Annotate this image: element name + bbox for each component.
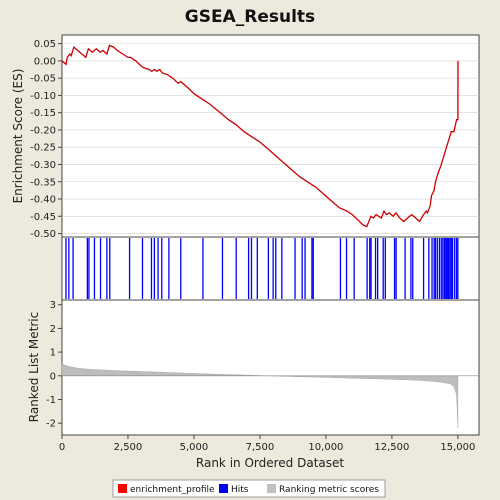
es-y-tick-label: -0.25 (30, 143, 56, 154)
ranking-y-axis: 3 2 1 0 -1 -2 (46, 300, 62, 430)
x-tick-label: 2,500 (114, 442, 143, 453)
legend-label-hits: Hits (231, 485, 249, 495)
es-y-tick-label: -0.30 (30, 160, 56, 171)
legend-swatch-ranking (267, 484, 276, 493)
ranking-y-tick-label: -2 (46, 419, 56, 430)
legend-swatch-hits (219, 484, 228, 493)
es-y-tick-label: -0.20 (30, 125, 56, 136)
es-y-tick-label: -0.45 (30, 212, 56, 223)
legend-label-ranking: Ranking metric scores (279, 485, 379, 495)
x-tick-label: 15,000 (440, 442, 475, 453)
ranking-y-tick-label: -1 (46, 395, 56, 406)
x-tick-label: 0 (59, 442, 65, 453)
hits-barcode (65, 238, 459, 299)
legend-label-enrichment: enrichment_profile (130, 485, 215, 495)
es-y-axis-label: Enrichment Score (ES) (11, 69, 25, 204)
ranking-metric-area (61, 362, 459, 428)
legend-swatch-enrichment (118, 484, 127, 493)
ranking-y-axis-label: Ranked List Metric (27, 312, 41, 422)
legend: enrichment_profile Hits Ranking metric s… (112, 479, 386, 498)
x-tick-label: 12,500 (374, 442, 409, 453)
x-tick-label: 10,000 (308, 442, 343, 453)
ranking-y-tick-label: 3 (50, 300, 56, 311)
chart-title: GSEA_Results (185, 7, 315, 27)
ranking-y-tick-label: 0 (50, 371, 56, 382)
x-tick-label: 7,500 (246, 442, 275, 453)
es-y-tick-label: -0.05 (30, 74, 56, 85)
es-gridlines (62, 43, 479, 234)
es-y-tick-label: -0.35 (30, 177, 56, 188)
x-tick-label: 5,000 (180, 442, 209, 453)
enrichment-profile-line (61, 44, 459, 228)
x-axis-label: Rank in Ordered Dataset (196, 456, 344, 470)
es-y-tick-label: -0.15 (30, 108, 56, 119)
es-y-tick-label: -0.40 (30, 195, 56, 206)
es-y-tick-label: 0.05 (34, 39, 56, 50)
legend-box (112, 479, 386, 498)
es-y-tick-label: 0.00 (34, 56, 56, 67)
es-y-axis: 0.05 0.00 -0.05 -0.10 -0.15 -0.20 -0.25 -0.30 -0… (30, 39, 62, 240)
es-y-tick-label: -0.10 (30, 91, 56, 102)
plot-area (61, 34, 480, 436)
x-axis: 0 2,500 5,000 7,500 10,000 12,500 15,000 (59, 435, 475, 453)
ranking-y-tick-label: 1 (50, 348, 56, 359)
ranking-y-tick-label: 2 (50, 324, 56, 335)
es-y-tick-label: -0.50 (30, 229, 56, 240)
